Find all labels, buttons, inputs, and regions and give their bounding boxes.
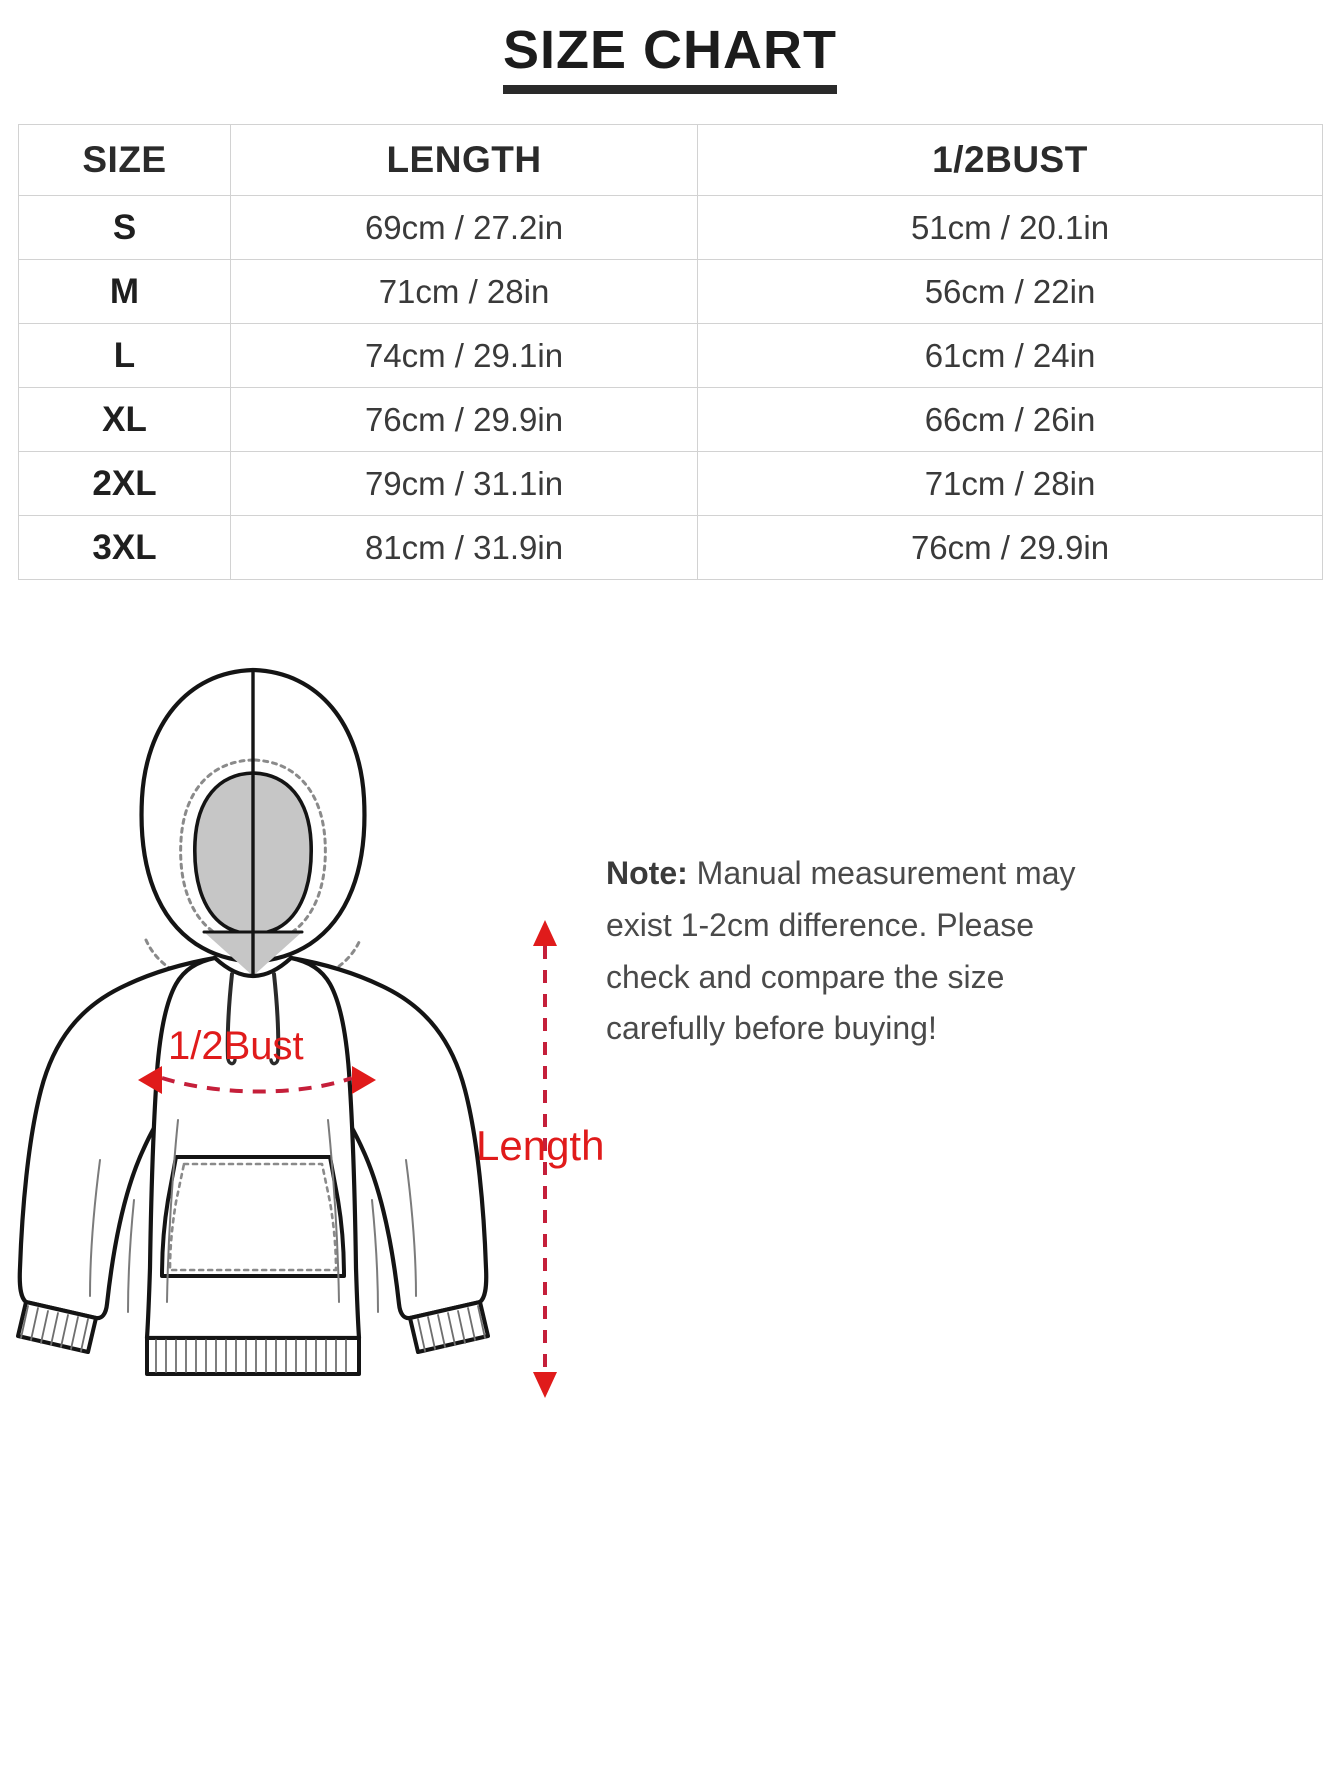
hoodie-icon: [16, 667, 490, 1376]
cell-size: XL: [18, 387, 231, 452]
cell-bust: 76cm / 29.9in: [697, 515, 1323, 580]
cell-bust: 71cm / 28in: [697, 451, 1323, 516]
page-title: SIZE CHART: [503, 22, 837, 94]
cell-bust: 66cm / 26in: [697, 387, 1323, 452]
drawstring-left: [225, 972, 234, 1060]
table-row: 2XL 79cm / 31.1in 71cm / 28in: [18, 451, 1323, 516]
table-header: SIZE LENGTH 1/2BUST: [18, 124, 1323, 196]
note-text-1: Manual measurement may: [687, 855, 1076, 891]
bust-measure-label: 1/2Bust: [168, 1024, 304, 1068]
cell-size: M: [18, 259, 231, 324]
table-body: S 69cm / 27.2in 51cm / 20.1in M 71cm / 2…: [18, 195, 1323, 580]
size-chart-table: SIZE LENGTH 1/2BUST S 69cm / 27.2in 51cm…: [18, 124, 1323, 580]
table-row: 3XL 81cm / 31.9in 76cm / 29.9in: [18, 515, 1323, 580]
length-measure-label: Length: [476, 1122, 605, 1169]
drawstring-tip-right: [269, 1056, 280, 1066]
right-cuff: [408, 1300, 490, 1354]
cell-length: 81cm / 31.9in: [230, 515, 698, 580]
table-row: S 69cm / 27.2in 51cm / 20.1in: [18, 195, 1323, 260]
column-header-length: LENGTH: [230, 124, 698, 196]
note-line-1: Note: Manual measurement may: [606, 848, 1162, 900]
cell-size: 3XL: [18, 515, 231, 580]
table-row: L 74cm / 29.1in 61cm / 24in: [18, 323, 1323, 388]
cell-length: 79cm / 31.1in: [230, 451, 698, 516]
note-lead: Note:: [606, 855, 688, 891]
table-row: XL 76cm / 29.9in 66cm / 26in: [18, 387, 1323, 452]
drawstring-tip-left: [226, 1056, 237, 1066]
table-header-row: SIZE LENGTH 1/2BUST: [18, 124, 1323, 196]
measurement-note: Note: Manual measurement may exist 1-2cm…: [606, 848, 1162, 1055]
table-row: M 71cm / 28in 56cm / 22in: [18, 259, 1323, 324]
drawstring-right: [272, 972, 281, 1060]
cell-size: L: [18, 323, 231, 388]
cell-bust: 51cm / 20.1in: [697, 195, 1323, 260]
column-header-size: SIZE: [18, 124, 231, 196]
page-title-container: SIZE CHART: [0, 22, 1340, 94]
fabric-fold-lines: [89, 1119, 417, 1313]
note-line-3: check and compare the size: [606, 958, 1005, 995]
note-line-4: carefully before buying!: [606, 1010, 937, 1047]
pocket-stitch: [168, 1162, 338, 1272]
note-line-2: exist 1-2cm difference. Please: [606, 906, 1035, 943]
kangaroo-pocket: [160, 1155, 346, 1278]
cell-length: 69cm / 27.2in: [230, 195, 698, 260]
cell-length: 71cm / 28in: [230, 259, 698, 324]
cell-bust: 61cm / 24in: [697, 323, 1323, 388]
hem-ribbing: [155, 1339, 347, 1373]
hem-band: [145, 1336, 361, 1376]
cell-size: S: [18, 195, 231, 260]
garment-illustration: [0, 640, 1340, 1460]
hoodie-torso: [144, 955, 362, 1341]
right-cuff-ribbing: [417, 1305, 486, 1352]
cell-length: 74cm / 29.1in: [230, 323, 698, 388]
column-header-bust: 1/2BUST: [697, 124, 1323, 196]
left-cuff: [16, 1300, 98, 1354]
left-cuff-ribbing: [20, 1305, 89, 1352]
cell-length: 76cm / 29.9in: [230, 387, 698, 452]
cell-bust: 56cm / 22in: [697, 259, 1323, 324]
cell-size: 2XL: [18, 451, 231, 516]
